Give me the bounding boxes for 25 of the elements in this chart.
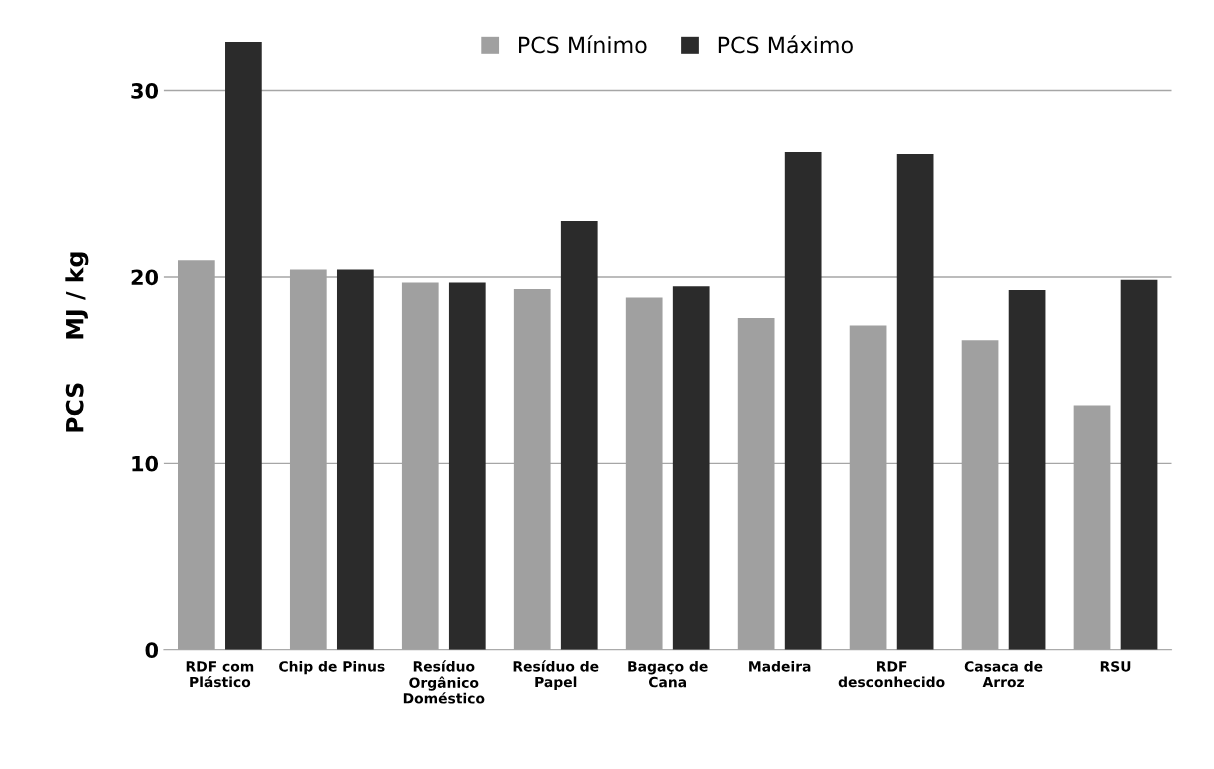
bar [336, 269, 374, 650]
bar [448, 282, 486, 650]
x-tick-label: Chip de Pinus [279, 660, 385, 675]
y-tick-label: 30 [131, 82, 159, 99]
bar [896, 153, 934, 650]
x-tick-label: Madeira [749, 660, 811, 672]
bar [1008, 290, 1046, 650]
bar [784, 152, 822, 650]
legend-label: PCS Máximo [718, 35, 853, 54]
bar [225, 42, 262, 650]
y-axis-title: PCS MJ / kg [65, 252, 89, 432]
x-tick-label: RDF com Plástico [186, 661, 254, 688]
x-tick-label: Resíduo de Papel [513, 660, 599, 690]
bar [560, 221, 598, 650]
bar [1120, 279, 1158, 650]
y-tick-label: 0 [145, 642, 159, 659]
x-tick-label: RSU [1100, 661, 1131, 672]
y-tick-label: 20 [131, 269, 159, 286]
legend-label: PCS Mínimo [519, 35, 647, 54]
x-tick-label: Casaca de Arroz [964, 660, 1043, 688]
x-tick-label: Resíduo Orgânico Doméstico [403, 660, 485, 704]
y-tick-label: 10 [132, 455, 159, 472]
bar [672, 286, 710, 650]
x-tick-label: Bagaço de Cana [628, 660, 708, 688]
x-tick-label: RDF desconhecido [838, 661, 945, 688]
